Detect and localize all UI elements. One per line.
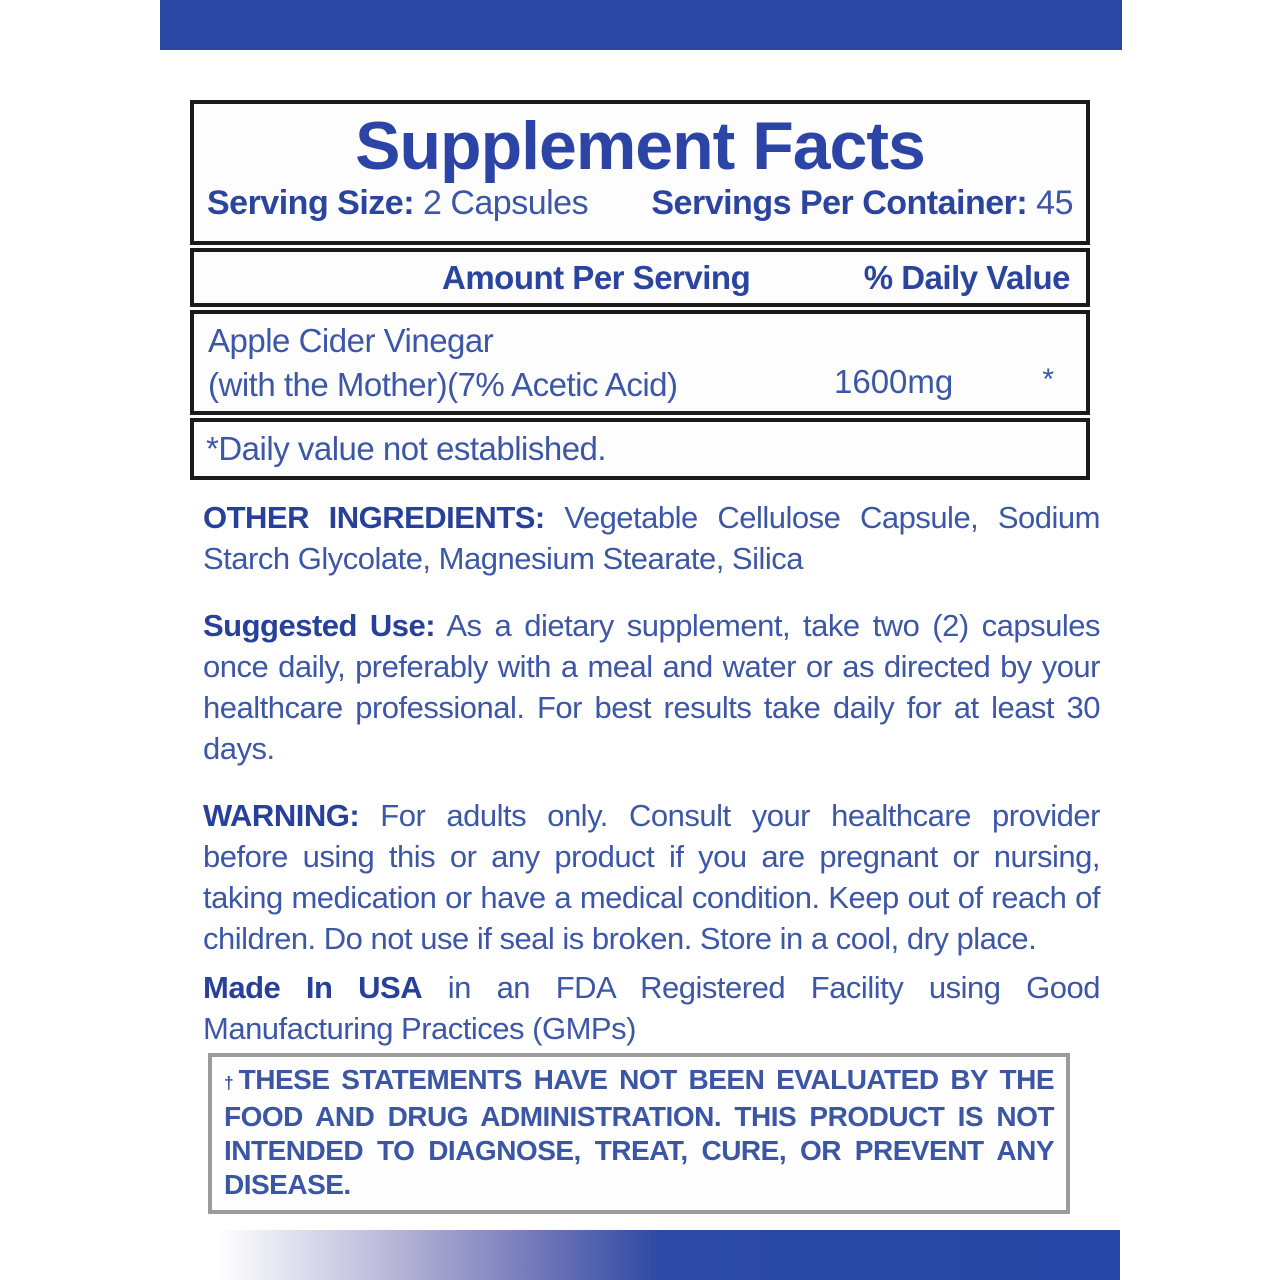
daily-value-footnote: *Daily value not established.: [206, 430, 607, 467]
amount-per-serving-header: Amount Per Serving: [442, 258, 751, 296]
warning-label: WARNING:: [203, 798, 360, 833]
serving-info-row: Serving Size: 2 Capsules Servings Per Co…: [194, 182, 1086, 223]
other-ingredients-text: Vegetable Cellulose Capsule, Sodium Star…: [203, 500, 1101, 576]
other-ingredients-label: OTHER INGREDIENTS:: [203, 500, 545, 535]
made-in-usa-label: Made In USA: [203, 970, 423, 1005]
made-in-usa-paragraph: Made In USA in an FDA Registered Facilit…: [203, 967, 1101, 1049]
daily-value-header: % Daily Value: [863, 258, 1071, 296]
ingredient-name: Apple Cider Vinegar (with the Mother)(7%…: [194, 314, 1086, 407]
warning-paragraph: WARNING: For adults only. Consult your h…: [203, 795, 1101, 959]
made-in-usa-text: in an FDA Registered Facility using Good…: [203, 970, 1101, 1046]
servings-per-container-value: 45: [1036, 184, 1073, 222]
bottom-accent-bar: [160, 1230, 1120, 1280]
fda-disclaimer-text: THESE STATEMENTS HAVE NOT BEEN EVALUATED…: [224, 1064, 1055, 1200]
serving-size-label: Serving Size:: [207, 184, 415, 222]
ingredient-name-line1: Apple Cider Vinegar: [208, 322, 494, 359]
ingredient-name-line2: (with the Mother)(7% Acetic Acid): [208, 366, 678, 403]
ingredient-row-box: Apple Cider Vinegar (with the Mother)(7%…: [190, 310, 1090, 415]
fda-disclaimer-box: †THESE STATEMENTS HAVE NOT BEEN EVALUATE…: [208, 1053, 1070, 1214]
supplement-facts-title: Supplement Facts: [355, 108, 926, 184]
label-copy: OTHER INGREDIENTS: Vegetable Cellulose C…: [203, 497, 1101, 1214]
suggested-use-text: As a dietary supplement, take two (2) ca…: [203, 608, 1101, 766]
facts-title-box: Supplement Facts Serving Size: 2 Capsule…: [190, 100, 1090, 245]
other-ingredients-paragraph: OTHER INGREDIENTS: Vegetable Cellulose C…: [203, 497, 1101, 579]
supplement-facts-panel: Supplement Facts Serving Size: 2 Capsule…: [190, 100, 1090, 480]
servings-per-container-label: Servings Per Container:: [651, 184, 1028, 222]
warning-text: For adults only. Consult your healthcare…: [203, 798, 1101, 956]
footnote-box: *Daily value not established.: [190, 418, 1090, 480]
serving-size: Serving Size: 2 Capsules: [207, 184, 589, 223]
top-accent-bar: [160, 0, 1122, 50]
serving-size-value: 2 Capsules: [422, 184, 589, 222]
ingredient-daily-value-asterisk: *: [1042, 363, 1054, 396]
ingredient-amount: 1600mg: [834, 363, 954, 400]
facts-column-header-box: Amount Per Serving % Daily Value: [190, 248, 1090, 307]
dagger-symbol: †: [224, 1073, 238, 1093]
suggested-use-label: Suggested Use:: [203, 608, 436, 643]
suggested-use-paragraph: Suggested Use: As a dietary supplement, …: [203, 605, 1101, 769]
servings-per-container: Servings Per Container: 45: [651, 184, 1073, 223]
